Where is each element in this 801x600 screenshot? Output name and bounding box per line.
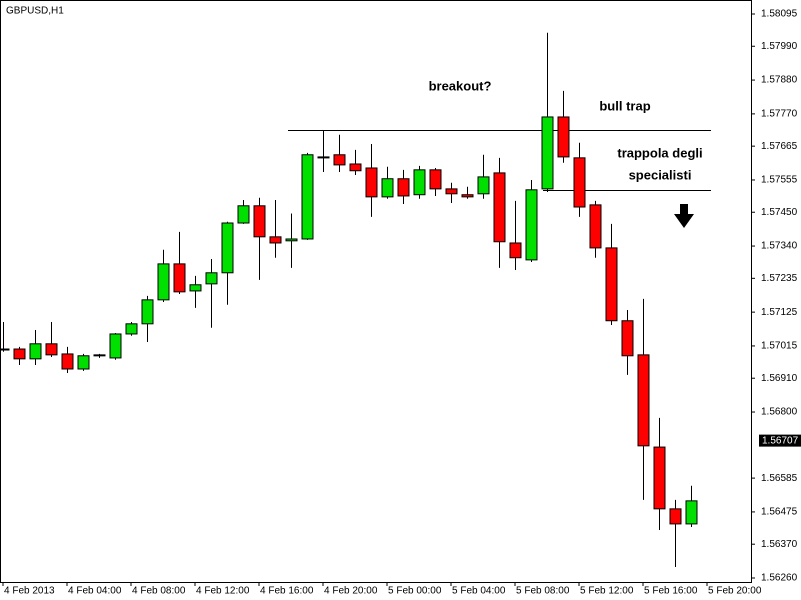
- x-tick-label: 5 Feb 12:00: [580, 586, 634, 597]
- candle-body: [685, 500, 698, 525]
- y-tick-label: 1.57880: [761, 75, 798, 86]
- candle-body: [637, 354, 650, 447]
- candle-body: [333, 154, 346, 166]
- y-tick-label: 1.57665: [761, 141, 798, 152]
- candle-body: [109, 333, 122, 359]
- candle-body: [317, 156, 330, 159]
- candle-body: [301, 154, 314, 240]
- y-tick-label: 1.57450: [761, 207, 798, 218]
- y-tick-label: 1.57990: [761, 41, 798, 52]
- candle-body: [413, 169, 426, 196]
- y-tick-label: 1.56260: [761, 573, 798, 584]
- candle-body: [573, 157, 586, 208]
- x-tick-label: 5 Feb 00:00: [388, 586, 442, 597]
- candle-body: [221, 222, 234, 274]
- candle-body: [461, 194, 474, 198]
- candle-body: [253, 205, 266, 238]
- x-tick-label: 5 Feb 04:00: [452, 586, 506, 597]
- candle-body: [77, 355, 90, 370]
- annotation: specialisti: [629, 167, 692, 182]
- chart-title: GBPUSD,H1: [6, 6, 64, 17]
- candle-body: [285, 238, 298, 242]
- candle-body: [237, 205, 250, 224]
- candle-body: [157, 263, 170, 301]
- candle-body: [509, 242, 522, 259]
- candle-body: [125, 323, 138, 335]
- x-tick-label: 4 Feb 20:00: [324, 586, 378, 597]
- annotation: trappola degli: [617, 145, 702, 160]
- candle-body: [45, 343, 58, 356]
- candle-body: [141, 299, 154, 325]
- x-tick-label: 5 Feb 08:00: [516, 586, 570, 597]
- x-tick-label: 4 Feb 04:00: [68, 586, 122, 597]
- y-tick-label: 1.57125: [761, 307, 798, 318]
- x-tick-label: 5 Feb 16:00: [644, 586, 698, 597]
- candle-body: [493, 172, 506, 243]
- x-tick-label: 4 Feb 08:00: [132, 586, 186, 597]
- candle-body: [445, 188, 458, 195]
- price-label: 1.56707: [762, 435, 799, 446]
- y-tick-label: 1.57340: [761, 241, 798, 252]
- y-tick-label: 1.57770: [761, 109, 798, 120]
- candle-body: [397, 178, 410, 197]
- y-tick-label: 1.56370: [761, 539, 798, 550]
- candle-body: [349, 163, 362, 172]
- candle-body: [541, 116, 554, 190]
- y-tick-label: 1.56910: [761, 373, 798, 384]
- x-tick-label: 4 Feb 12:00: [196, 586, 250, 597]
- y-tick-label: 1.58095: [761, 9, 798, 20]
- candle-body: [61, 353, 74, 370]
- annotation: bull trap: [599, 98, 650, 113]
- down-arrow: [674, 204, 694, 228]
- candle-body: [669, 508, 682, 525]
- candle-body: [205, 272, 218, 285]
- y-tick-label: 1.57555: [761, 175, 798, 186]
- y-tick-label: 1.56475: [761, 507, 798, 518]
- x-tick-label: 4 Feb 2013: [4, 586, 55, 597]
- candle-body: [429, 169, 442, 190]
- candle-body: [29, 343, 42, 360]
- annotation: breakout?: [429, 78, 492, 93]
- x-tick-label: 4 Feb 16:00: [260, 586, 314, 597]
- candle-body: [589, 204, 602, 249]
- y-tick-label: 1.57015: [761, 341, 798, 352]
- y-tick-label: 1.56585: [761, 473, 798, 484]
- plot-area: [0, 0, 752, 583]
- candle-body: [365, 167, 378, 198]
- candle-body: [653, 446, 666, 510]
- candle-body: [93, 354, 106, 357]
- candle-body: [605, 247, 618, 322]
- y-tick-label: 1.56800: [761, 407, 798, 418]
- x-tick-label: 5 Feb 20:00: [708, 586, 762, 597]
- candle-body: [0, 348, 10, 351]
- candle-body: [477, 176, 490, 195]
- candle-body: [381, 178, 394, 198]
- candle-body: [557, 116, 570, 158]
- price-marker: [759, 434, 801, 447]
- candle-body: [173, 263, 186, 293]
- candle-body: [269, 236, 282, 244]
- candle-body: [525, 189, 538, 261]
- candle-body: [13, 348, 26, 360]
- candle-body: [189, 284, 202, 292]
- candle-body: [621, 320, 634, 357]
- y-tick-label: 1.57235: [761, 273, 798, 284]
